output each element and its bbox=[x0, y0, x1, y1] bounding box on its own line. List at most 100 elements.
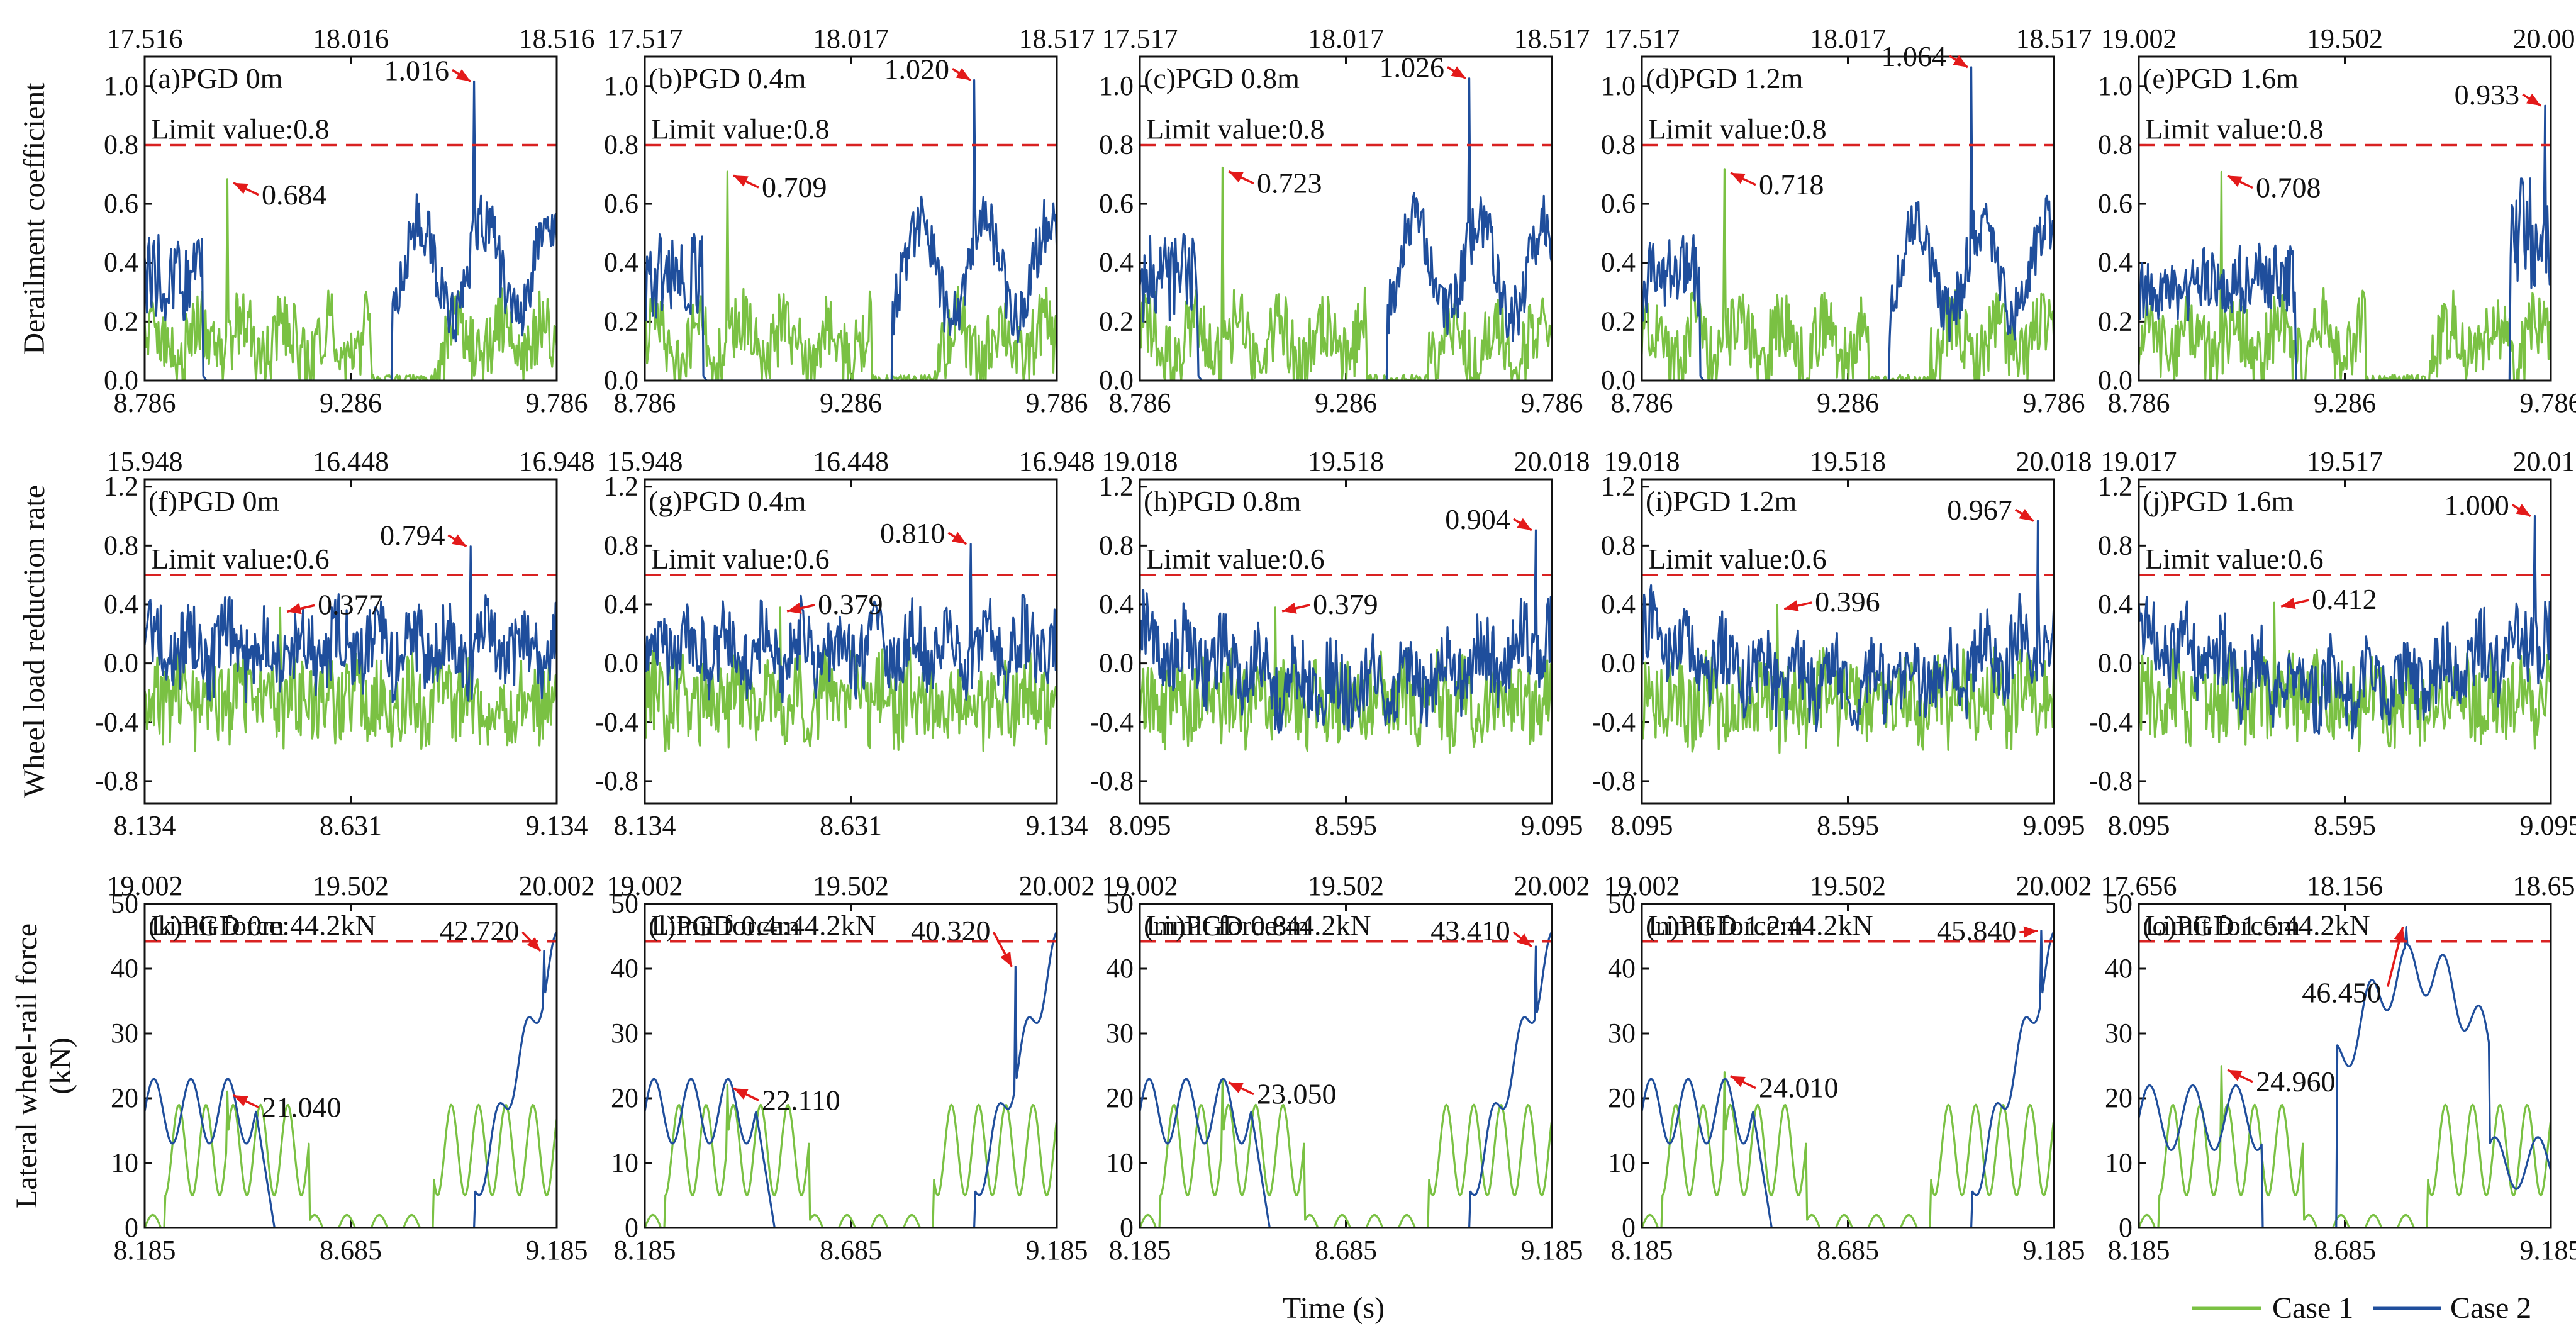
top-x-tick-label: 16.448 bbox=[313, 446, 389, 477]
top-x-tick-label: 19.518 bbox=[1308, 446, 1384, 477]
limit-label: Limit value:0.8 bbox=[1648, 113, 1827, 145]
panel-title: (k)PGD 0m bbox=[148, 910, 284, 942]
panel-title: (m)PGD 0.8m bbox=[1144, 910, 1309, 942]
top-x-tick-label: 19.502 bbox=[1308, 871, 1384, 901]
y-tick-label: 0.8 bbox=[604, 530, 638, 560]
y-tick-label: 40 bbox=[111, 953, 138, 984]
arrow-head bbox=[1953, 55, 1968, 67]
top-x-tick-label: 20.017 bbox=[2513, 446, 2576, 477]
top-x-tick-label: 18.517 bbox=[2016, 23, 2092, 54]
series-case1 bbox=[1642, 168, 2054, 381]
peak-label-case2: 43.410 bbox=[1430, 915, 1510, 947]
x-tick-label: 9.185 bbox=[2520, 1235, 2576, 1266]
panel-j: -0.8 -0.4 0.0 0.4 0.8 1.2 8.095 19.017 8.595 19.5… bbox=[2088, 446, 2576, 841]
y-tick-label: 0.4 bbox=[1099, 247, 1134, 278]
y-tick-label: 30 bbox=[1106, 1018, 1134, 1049]
top-x-tick-label: 18.017 bbox=[1308, 23, 1384, 54]
arrow-head bbox=[2281, 598, 2296, 610]
panel-title: (a)PGD 0m bbox=[148, 62, 283, 94]
arrow-head bbox=[233, 1095, 248, 1106]
panel-i: -0.8 -0.4 0.0 0.4 0.8 1.2 8.095 19.018 8.595 19.5… bbox=[1592, 446, 2092, 841]
panel-e: 0.0 0.2 0.4 0.6 0.8 1.0 8.786 19.002 9.286 19.502… bbox=[2098, 23, 2576, 418]
y-tick-label: 0 bbox=[2119, 1212, 2133, 1243]
x-tick-label: 9.095 bbox=[2520, 810, 2576, 841]
limit-label: Limit value:0.8 bbox=[1146, 113, 1325, 145]
peak-label-case1: 0.396 bbox=[1815, 586, 1880, 618]
y-tick-label: 1.0 bbox=[2098, 70, 2133, 101]
y-tick-label: 1.0 bbox=[104, 70, 138, 101]
panel-title: (n)PGD 1.2m bbox=[1646, 910, 1804, 942]
x-tick-label: 9.786 bbox=[2023, 387, 2085, 418]
arrow-head bbox=[233, 182, 248, 194]
x-tick-label: 8.786 bbox=[1109, 387, 1171, 418]
y-tick-label: 0.4 bbox=[1099, 589, 1134, 620]
plot-area bbox=[143, 478, 558, 805]
x-tick-label: 9.786 bbox=[526, 387, 588, 418]
y-tick-label: -0.4 bbox=[594, 706, 638, 737]
series-case1 bbox=[2139, 170, 2551, 381]
y-tick-label: 20 bbox=[611, 1083, 638, 1113]
series-case2 bbox=[145, 931, 557, 1228]
y-tick-label: 0.8 bbox=[1099, 530, 1134, 560]
arrow-head bbox=[733, 175, 749, 187]
top-x-tick-label: 15.948 bbox=[107, 446, 183, 477]
y-tick-label: 0.2 bbox=[604, 306, 638, 337]
peak-label-case1: 0.684 bbox=[262, 179, 327, 211]
series-case2 bbox=[145, 80, 557, 381]
y-tick-label: 1.2 bbox=[1099, 471, 1134, 502]
y-tick-label: 0.8 bbox=[1099, 129, 1134, 160]
arrow-head bbox=[1282, 603, 1297, 614]
arrow-head bbox=[2228, 1069, 2243, 1081]
y-tick-label: 0 bbox=[1622, 1212, 1636, 1243]
panel-title: (f)PGD 0m bbox=[148, 485, 279, 517]
x-tick-label: 8.685 bbox=[1817, 1235, 1879, 1266]
top-x-tick-label: 19.018 bbox=[1604, 446, 1680, 477]
y-tick-label: 0.4 bbox=[104, 589, 138, 620]
y-tick-label: 1.0 bbox=[1099, 70, 1134, 101]
panel-title: (h)PGD 0.8m bbox=[1144, 485, 1302, 517]
top-x-tick-label: 19.002 bbox=[2101, 23, 2177, 54]
peak-label-case2: 0.933 bbox=[2455, 79, 2520, 111]
top-x-tick-label: 16.448 bbox=[813, 446, 889, 477]
y-tick-label: 0.0 bbox=[104, 648, 138, 679]
limit-label: Limit value:0.6 bbox=[2145, 543, 2324, 575]
y-tick-label: 40 bbox=[2105, 953, 2133, 984]
x-tick-label: 9.286 bbox=[320, 387, 382, 418]
series-case2 bbox=[2139, 926, 2551, 1228]
top-x-tick-label: 19.017 bbox=[2101, 446, 2177, 477]
y-tick-label: -0.8 bbox=[1592, 766, 1636, 796]
series-case2 bbox=[1140, 77, 1552, 381]
series-case1 bbox=[1140, 606, 1552, 754]
top-x-tick-label: 18.517 bbox=[1019, 23, 1095, 54]
row-ylabel: Derailment coefficient bbox=[18, 82, 51, 355]
y-tick-label: 10 bbox=[2105, 1147, 2133, 1178]
panel-m: 0 10 20 30 40 50 8.185 19.002 8.685 19.502 9.185 20… bbox=[1102, 871, 1590, 1266]
y-tick-label: 0.0 bbox=[2098, 365, 2133, 396]
y-tick-label: 0.8 bbox=[104, 530, 138, 560]
top-x-tick-label: 20.018 bbox=[1514, 446, 1590, 477]
x-tick-label: 8.685 bbox=[320, 1235, 382, 1266]
peak-label-case2: 46.450 bbox=[2302, 977, 2382, 1009]
y-tick-label: 1.2 bbox=[104, 471, 138, 502]
top-x-tick-label: 19.502 bbox=[2307, 23, 2383, 54]
x-tick-label: 8.185 bbox=[1109, 1235, 1171, 1266]
top-x-tick-label: 18.516 bbox=[519, 23, 595, 54]
arrow-head bbox=[1451, 66, 1466, 79]
y-tick-label: 0.8 bbox=[104, 129, 138, 160]
peak-label-case1: 0.412 bbox=[2312, 583, 2377, 615]
x-tick-label: 8.595 bbox=[2314, 810, 2376, 841]
top-x-tick-label: 19.502 bbox=[1810, 871, 1886, 901]
y-tick-label: 0.2 bbox=[1601, 306, 1636, 337]
y-tick-label: 20 bbox=[111, 1083, 138, 1113]
peak-label-case1: 23.050 bbox=[1257, 1078, 1337, 1110]
y-tick-label: 50 bbox=[1106, 888, 1134, 919]
arrow-head bbox=[1229, 1082, 1244, 1094]
plot-area bbox=[2138, 478, 2552, 805]
y-tick-label: 0.8 bbox=[2098, 530, 2133, 560]
series-case2 bbox=[1642, 520, 2054, 732]
panel-title: (j)PGD 1.6m bbox=[2143, 485, 2294, 517]
limit-label: Limit force:44.2kN bbox=[151, 910, 376, 942]
arrow-head bbox=[2023, 926, 2038, 938]
arrow-head bbox=[527, 937, 541, 951]
